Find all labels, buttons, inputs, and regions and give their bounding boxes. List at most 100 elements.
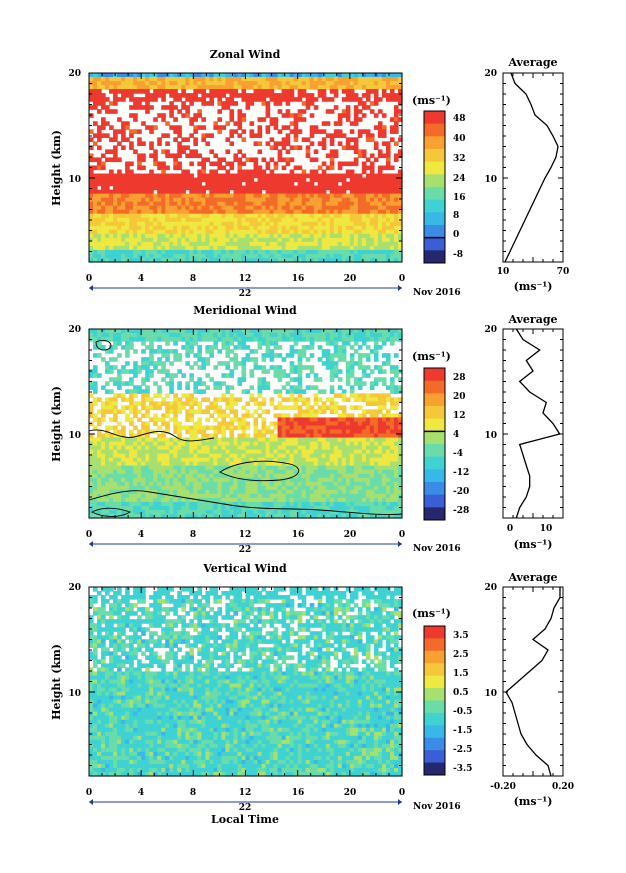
heatmap-cell (229, 197, 235, 203)
heatmap-cell (381, 237, 387, 243)
heatmap-cell (285, 93, 291, 98)
heatmap-cell (285, 469, 291, 475)
heatmap-cell (177, 333, 182, 338)
heatmap-cell (153, 97, 158, 102)
heatmap-cell (141, 197, 146, 203)
heatmap-cell (245, 221, 251, 227)
heatmap-cell (321, 241, 327, 247)
heatmap-cell (237, 241, 243, 247)
heatmap-cell (177, 245, 182, 251)
heatmap-cell (221, 201, 227, 207)
heatmap-cell (117, 157, 122, 163)
heatmap-cell (241, 221, 247, 227)
heatmap-cell (373, 333, 379, 338)
heatmap-cell (133, 393, 138, 398)
heatmap-cell (245, 413, 251, 419)
heatmap-cell (201, 381, 206, 386)
heatmap-cell (293, 401, 299, 406)
heatmap-cell (213, 217, 219, 223)
heatmap-cell (237, 425, 243, 431)
heatmap-cell (309, 177, 315, 183)
heatmap-cell (161, 209, 166, 215)
heatmap-cell (313, 193, 319, 199)
heatmap-cell (289, 205, 295, 211)
heatmap-cell (341, 469, 347, 475)
heatmap-cell (385, 457, 391, 463)
heatmap-cell (229, 229, 235, 235)
heatmap-cell (241, 241, 247, 247)
heatmap-cell (113, 93, 118, 98)
heatmap-cell (177, 165, 182, 171)
heatmap-cell (101, 181, 106, 187)
heatmap-cell (209, 73, 214, 78)
heatmap-cell (221, 193, 227, 199)
heatmap-cell (349, 205, 355, 211)
heatmap-cell (321, 409, 327, 415)
heatmap-cell (309, 369, 315, 374)
heatmap-cell (141, 465, 146, 471)
heatmap-cell (329, 365, 335, 370)
heatmap-cell (237, 85, 243, 90)
heatmap-cell (389, 401, 395, 406)
heatmap-cell (181, 185, 186, 191)
heatmap-cell (277, 345, 283, 350)
heatmap-cell (369, 445, 375, 451)
heatmap-cell (89, 437, 94, 443)
heatmap-cell (237, 81, 243, 86)
heatmap-cell (333, 441, 339, 447)
heatmap-cell (277, 389, 283, 394)
heatmap-cell (325, 257, 331, 263)
heatmap-cell (113, 241, 118, 247)
heatmap-cell (353, 209, 359, 215)
heatmap-cell (89, 457, 94, 463)
heatmap-cell (249, 457, 255, 463)
heatmap-cell (89, 469, 94, 475)
heatmap-cell (145, 373, 150, 378)
heatmap-cell (269, 397, 275, 402)
heatmap-cell (213, 229, 219, 235)
heatmap-cell (193, 473, 198, 479)
heatmap-cell (125, 449, 130, 455)
heatmap-cell (393, 105, 399, 110)
heatmap-cell (169, 381, 174, 386)
heatmap-cell (149, 125, 154, 130)
heatmap-cell (105, 401, 110, 406)
heatmap-cell (141, 337, 146, 342)
heatmap-cell (101, 221, 106, 227)
heatmap-cell (301, 389, 307, 394)
heatmap-cell (221, 333, 227, 338)
heatmap-cell (381, 229, 387, 235)
heatmap-cell (389, 329, 395, 334)
heatmap-cell (189, 237, 194, 243)
heatmap-cell (137, 437, 142, 443)
heatmap-cell (93, 225, 98, 231)
heatmap-cell (153, 337, 158, 342)
heatmap-cell (357, 193, 363, 199)
heatmap-cell (389, 473, 395, 479)
heatmap-cell (273, 193, 279, 199)
heatmap-cell (173, 85, 178, 90)
heatmap-cell (89, 453, 94, 459)
heatmap-cell (181, 253, 186, 259)
heatmap-cell (169, 73, 174, 78)
heatmap-cell (329, 85, 335, 90)
heatmap-cell (313, 157, 319, 163)
heatmap-cell (389, 185, 395, 191)
heatmap-cell (349, 257, 355, 263)
heatmap-cell (313, 249, 319, 255)
heatmap-cell (369, 173, 375, 179)
heatmap-cell (153, 85, 158, 90)
heatmap-cell (397, 333, 403, 338)
heatmap-cell (177, 473, 182, 479)
heatmap-cell (169, 225, 174, 231)
heatmap-cell (325, 241, 331, 247)
heatmap-cell (349, 213, 355, 219)
heatmap-cell (269, 193, 275, 199)
heatmap-cell (221, 425, 227, 431)
heatmap-cell (233, 93, 239, 98)
heatmap-cell (281, 465, 287, 471)
heatmap-cell (185, 385, 190, 390)
heatmap-cell (193, 401, 198, 406)
heatmap-cell (333, 173, 339, 179)
heatmap-cell (225, 89, 231, 94)
